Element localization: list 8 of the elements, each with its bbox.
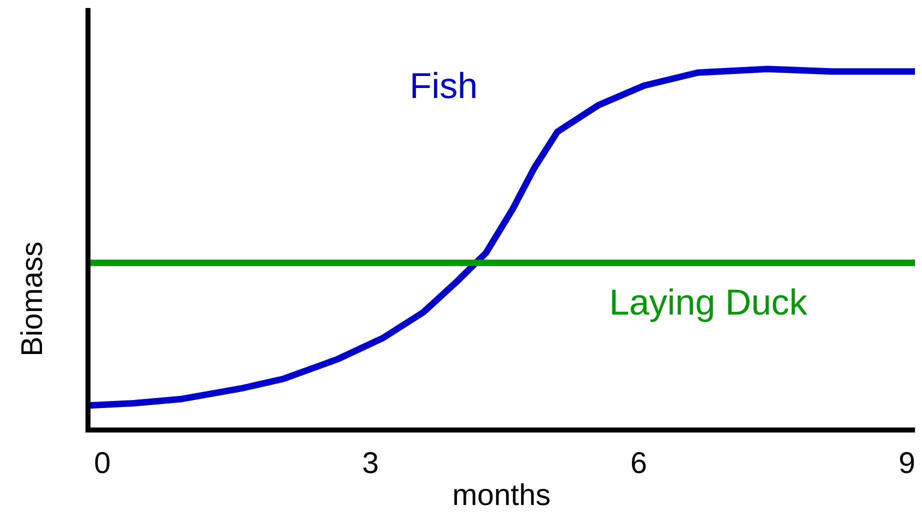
- text: Fish: [410, 64, 478, 106]
- x-axis-title: months: [452, 479, 551, 512]
- x-tick-label: 0: [94, 447, 111, 480]
- x-tick-label: 9: [898, 447, 916, 480]
- x-tick-label: 3: [362, 447, 379, 480]
- x-tick-label: 6: [630, 447, 648, 480]
- y-axis-title: Biomass: [16, 241, 49, 357]
- series-label: Laying Duck: [609, 281, 808, 322]
